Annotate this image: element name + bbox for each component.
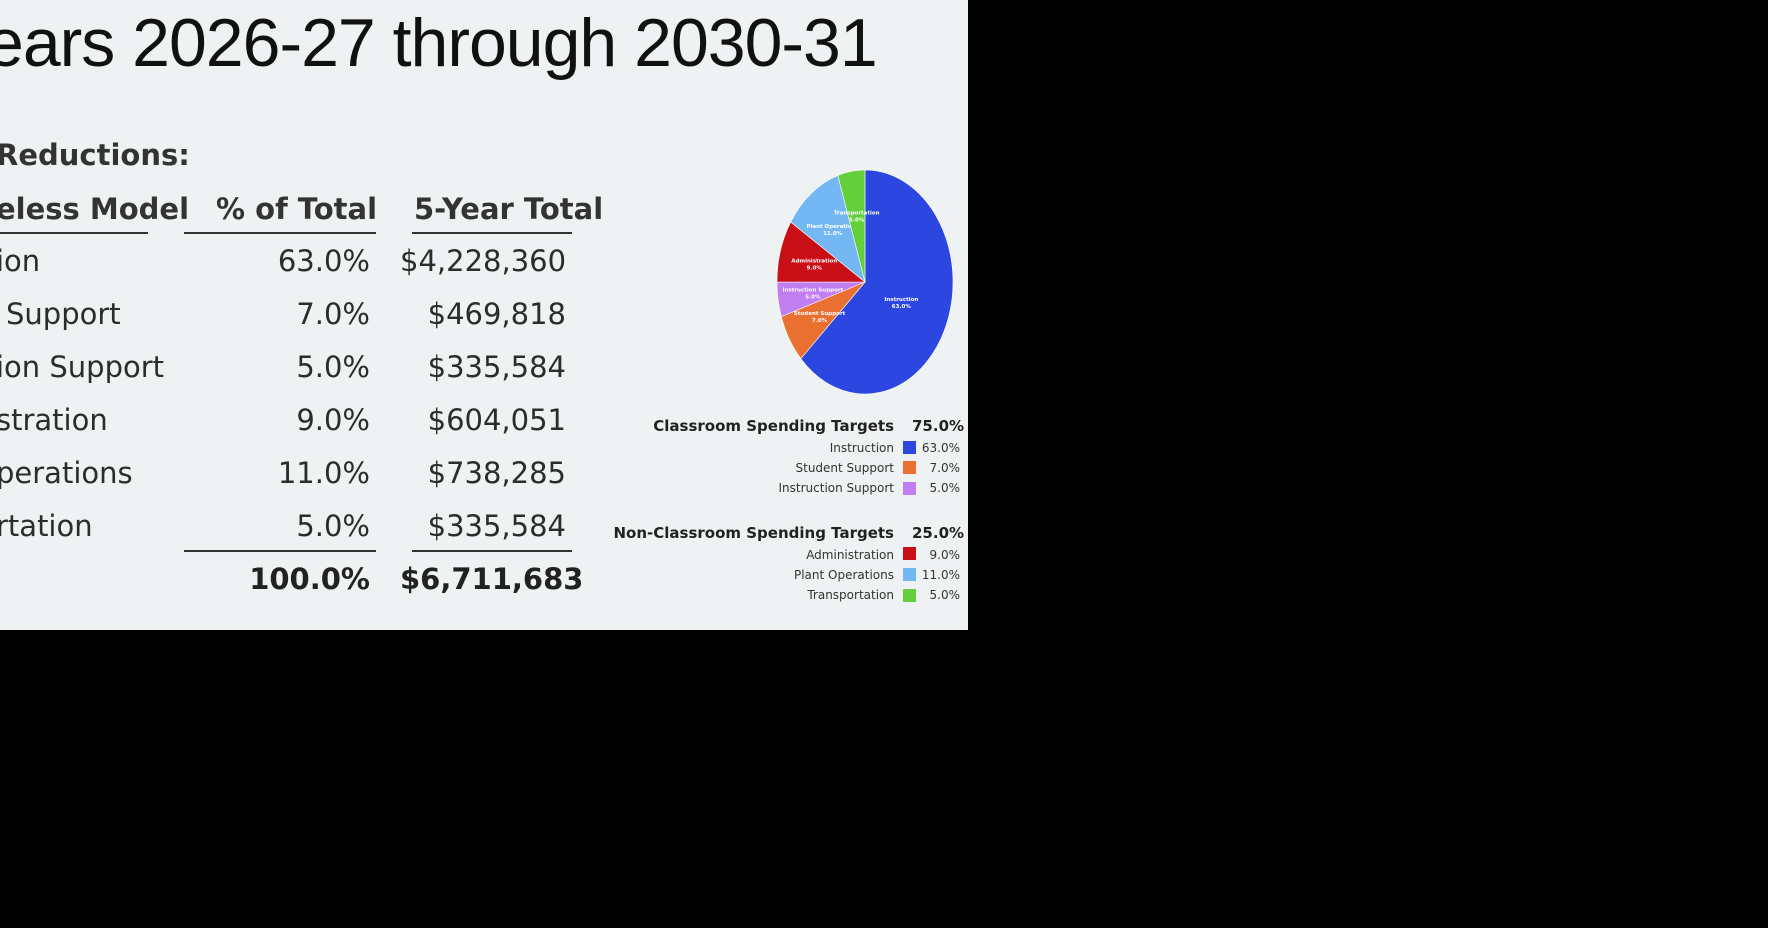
pie-slice-transportation — [837, 169, 866, 283]
pie-slice-instruction — [800, 169, 954, 395]
row-total: $335,584 — [427, 509, 566, 543]
legend-value: 5.0% — [929, 481, 961, 495]
legend-swatch — [903, 441, 916, 454]
row-pct: 5.0% — [296, 509, 370, 543]
legend-label: Plant Operations — [793, 568, 894, 582]
pie-slice-label: Transportation 5.0% — [834, 211, 880, 224]
legend-value: 11.0% — [921, 568, 960, 582]
legend-value: 9.0% — [929, 548, 961, 562]
pie-slice-label: Student Support 7.0% — [794, 311, 846, 324]
legend-nonclassroom-title: Non-Classroom Spending Targets — [613, 524, 895, 542]
row-pct: 9.0% — [296, 403, 370, 437]
column-header-pct: % of Total — [216, 192, 378, 226]
header-underline-total — [412, 232, 572, 234]
slide: ears 2026-27 through 2030-31 Reductions:… — [0, 0, 968, 630]
header-underline-model — [0, 232, 148, 234]
row-pct: 11.0% — [277, 456, 370, 490]
row-label: perations — [0, 456, 133, 490]
legend-label: Instruction Support — [778, 481, 894, 495]
row-label: ion — [0, 244, 41, 278]
pie-slice-label: Instruction Support 5.0% — [782, 288, 843, 301]
legend-classroom-pct: 75.0% — [912, 417, 965, 435]
pie-slice-plant-operations — [790, 175, 866, 283]
legend-label: Transportation — [807, 588, 894, 602]
row-pct: 5.0% — [296, 350, 370, 384]
pie-slice-label: Administration 9.0% — [791, 258, 837, 271]
row-label: ion Support — [0, 350, 165, 384]
column-header-total: 5-Year Total — [414, 192, 604, 226]
legend-swatch — [903, 461, 916, 474]
header-underline-pct — [184, 232, 376, 234]
row-total: $738,285 — [427, 456, 566, 490]
legend-swatch — [903, 589, 916, 602]
slide-title: ears 2026-27 through 2030-31 — [0, 5, 878, 81]
pie-slice-label: Plant Operations 11.0% — [806, 224, 859, 237]
row-pct: 63.0% — [277, 244, 370, 278]
row-total: $469,818 — [427, 297, 566, 331]
legend-value: 63.0% — [921, 441, 960, 455]
total-rule-amount — [412, 550, 572, 552]
pie-slice-label: Instruction 63.0% — [884, 297, 918, 310]
row-pct: 7.0% — [296, 297, 370, 331]
row-label: rtation — [0, 509, 93, 543]
legend-label: Administration — [806, 548, 894, 562]
row-total: $335,584 — [427, 350, 566, 384]
legend-value: 5.0% — [929, 588, 961, 602]
total-rule-pct — [184, 550, 376, 552]
table-heading: Reductions: — [0, 138, 190, 172]
total-pct: 100.0% — [249, 562, 370, 596]
legend-label: Instruction — [829, 441, 894, 455]
legend-label: Student Support — [795, 461, 895, 475]
column-header-model: eless Model — [0, 192, 190, 226]
legend-swatch — [903, 482, 916, 495]
legend-value: 7.0% — [929, 461, 961, 475]
row-label: Support — [6, 297, 121, 331]
legend-swatch — [903, 568, 916, 581]
row-label: stration — [0, 403, 108, 437]
total-amount: $6,711,683 — [400, 562, 584, 596]
pie-chart: Instruction 63.0% Student Support 7.0% Instr… — [776, 169, 954, 395]
row-total: $4,228,360 — [400, 244, 567, 278]
legend-swatch — [903, 547, 916, 560]
row-total: $604,051 — [427, 403, 566, 437]
legend-classroom-title: Classroom Spending Targets — [653, 417, 894, 435]
legend-nonclassroom-pct: 25.0% — [912, 524, 965, 542]
